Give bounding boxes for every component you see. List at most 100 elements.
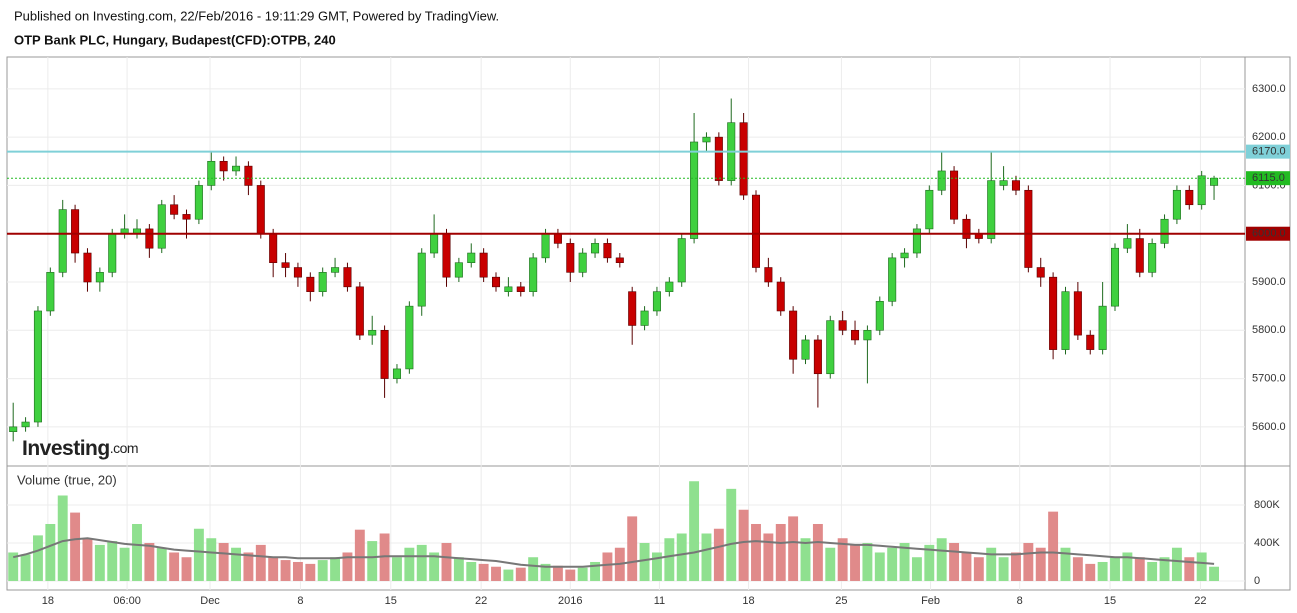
- candle-body: [950, 170, 959, 220]
- volume-bar: [540, 563, 551, 581]
- candle-body: [764, 267, 773, 283]
- candle-body: [690, 141, 699, 239]
- candle-body: [591, 243, 600, 254]
- x-tick-label: Dec: [200, 595, 220, 607]
- candle-body: [1197, 175, 1206, 206]
- candle-body: [937, 170, 946, 191]
- candle-body: [801, 339, 810, 360]
- candle-body: [925, 189, 934, 230]
- volume-bar: [330, 557, 341, 581]
- volume-bar: [231, 547, 241, 581]
- volume-bar: [206, 538, 217, 581]
- volume-bar: [949, 542, 960, 581]
- candle-body: [776, 281, 785, 312]
- x-tick-label: 18: [742, 595, 754, 607]
- volume-bar: [713, 528, 724, 581]
- volume-bar: [1209, 566, 1220, 581]
- volume-bar: [45, 523, 56, 581]
- volume-bar: [862, 542, 873, 581]
- volume-bar: [639, 542, 650, 581]
- volume-bar: [1060, 547, 1071, 581]
- volume-bar: [1072, 557, 1083, 581]
- y-tick-label: 5600.0: [1252, 421, 1286, 433]
- volume-bar: [837, 538, 848, 581]
- volume-bar: [466, 561, 477, 581]
- candle-body: [504, 286, 513, 292]
- volume-bar: [292, 561, 303, 581]
- candle-body: [566, 243, 575, 273]
- x-tick-label: 8: [1017, 595, 1023, 607]
- volume-bar: [552, 565, 563, 581]
- candle-body: [553, 233, 562, 244]
- candle-body: [95, 272, 104, 283]
- candle-body: [702, 136, 711, 143]
- y-tick-label: 5800.0: [1252, 324, 1286, 336]
- panel-title: Volume (true, 20): [17, 472, 117, 487]
- candle-body: [1049, 276, 1058, 350]
- candle-body: [851, 329, 860, 341]
- candle-body: [232, 165, 241, 172]
- candle-body: [281, 262, 290, 268]
- volume-bar: [478, 563, 489, 581]
- candle-body: [244, 165, 253, 186]
- volume-bar: [1171, 547, 1182, 581]
- volume-bar: [218, 542, 229, 581]
- volume-bar: [1196, 552, 1207, 581]
- volume-bar: [924, 544, 935, 581]
- level-label: 6115.0: [1252, 172, 1285, 184]
- y-tick-label: 6300.0: [1252, 83, 1286, 95]
- candle-body: [999, 180, 1008, 186]
- volume-bar: [775, 523, 786, 581]
- volume-bar: [911, 557, 922, 581]
- x-tick-label: 11: [654, 595, 665, 607]
- volume-bar: [317, 560, 328, 581]
- volume-bar: [874, 552, 885, 581]
- candle-body: [368, 329, 377, 336]
- candle-body: [714, 136, 723, 181]
- candle-body: [170, 204, 179, 215]
- volume-bar: [825, 547, 836, 581]
- candle-body: [343, 267, 352, 288]
- logo: Investing.com: [22, 437, 138, 460]
- x-tick-label: 15: [1104, 595, 1116, 607]
- volume-bar: [453, 557, 464, 581]
- x-tick-label: 06:00: [113, 595, 141, 607]
- candle-body: [194, 185, 203, 220]
- volume-bar: [1122, 552, 1133, 581]
- volume-bar: [144, 542, 155, 581]
- volume-bar: [392, 557, 402, 581]
- volume-bar: [156, 547, 167, 581]
- candle-body: [430, 233, 439, 254]
- volume-bar: [664, 538, 675, 581]
- volume-bar: [961, 552, 972, 581]
- candle-body: [380, 329, 389, 379]
- candle-body: [677, 238, 686, 283]
- y-tick-label: 5900.0: [1252, 276, 1286, 288]
- candle-body: [962, 218, 971, 239]
- volume-bar: [193, 528, 204, 581]
- candle-body: [888, 257, 897, 302]
- candle-body: [615, 257, 624, 263]
- candle-body: [207, 160, 216, 186]
- volume-bar: [441, 542, 452, 581]
- candle-body: [157, 204, 166, 249]
- level-tag: [1246, 144, 1290, 159]
- candle-body: [541, 233, 550, 259]
- candle-body: [108, 233, 117, 273]
- volume-bar: [577, 567, 588, 581]
- x-tick-label: 25: [835, 595, 847, 607]
- candle-body: [442, 233, 451, 278]
- volume-bar: [812, 523, 823, 581]
- candle-body: [900, 252, 909, 259]
- volume-bar: [429, 552, 440, 581]
- logo-brand: Investing: [22, 437, 110, 460]
- candle-body: [1160, 218, 1169, 244]
- volume-bar: [1184, 557, 1195, 581]
- volume-bar: [1159, 557, 1170, 581]
- volume-bar: [82, 538, 93, 581]
- candle-body: [1172, 189, 1181, 220]
- candle-body: [516, 286, 525, 292]
- volume-bar: [738, 509, 749, 581]
- volume-bar: [763, 533, 774, 581]
